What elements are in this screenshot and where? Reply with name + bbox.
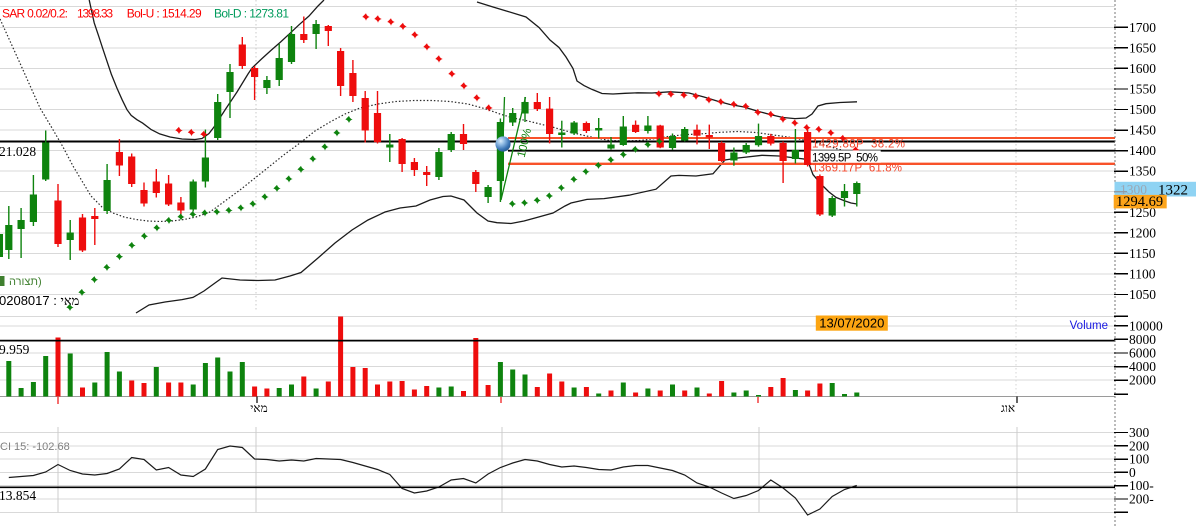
svg-text:1350: 1350 (1129, 164, 1156, 179)
svg-text:100: 100 (1129, 452, 1150, 467)
svg-text:SAR 0.02/0.2:: SAR 0.02/0.2: (2, 7, 68, 21)
svg-text:תצורה): תצורה) (9, 276, 42, 288)
svg-text:1700: 1700 (1129, 20, 1156, 35)
svg-text:1369.17P 61.8%: 1369.17P 61.8% (812, 163, 902, 175)
svg-text:200-: 200- (1129, 492, 1154, 507)
svg-text:6000: 6000 (1129, 346, 1156, 361)
svg-text:300: 300 (1129, 425, 1150, 440)
svg-text:8000: 8000 (1129, 332, 1156, 347)
svg-text:Bol-D : 1273.81: Bol-D : 1273.81 (214, 7, 289, 21)
svg-text:1050: 1050 (1129, 287, 1156, 302)
svg-text:0: 0 (1129, 465, 1136, 480)
svg-text:100-: 100- (1129, 478, 1154, 493)
svg-text:1150: 1150 (1129, 246, 1156, 261)
svg-text:200: 200 (1129, 438, 1150, 453)
svg-text:Bol-U : 1514.29: Bol-U : 1514.29 (127, 7, 202, 21)
svg-text:1250: 1250 (1129, 205, 1156, 220)
svg-text:1600: 1600 (1129, 61, 1156, 76)
svg-text:1400: 1400 (1129, 143, 1156, 158)
svg-text:1399.5P 50%: 1399.5P 50% (812, 153, 878, 165)
svg-text:1200: 1200 (1129, 225, 1156, 240)
svg-text:1294.69: 1294.69 (1116, 194, 1163, 210)
svg-text:2000: 2000 (1129, 373, 1156, 388)
svg-text:1398.33: 1398.33 (77, 7, 113, 21)
svg-text:21.028: 21.028 (0, 144, 36, 159)
svg-text:Volume: Volume (1070, 320, 1108, 332)
svg-text:0208017 : מאי: 0208017 : מאי (0, 293, 80, 308)
svg-text:9.959: 9.959 (0, 342, 30, 357)
svg-text:מאי: מאי (250, 401, 267, 415)
svg-text:אוג: אוג (1001, 401, 1015, 415)
svg-text:1650: 1650 (1129, 40, 1156, 55)
svg-text:1550: 1550 (1129, 82, 1156, 97)
svg-text:10000: 10000 (1129, 318, 1163, 333)
svg-text:1300: 1300 (1120, 182, 1147, 197)
svg-text:13/07/2020: 13/07/2020 (819, 315, 884, 330)
svg-text:CI 15: -102.68: CI 15: -102.68 (0, 441, 70, 453)
svg-text:1500: 1500 (1129, 102, 1156, 117)
svg-text:1429.88P 38.2%: 1429.88P 38.2% (812, 139, 905, 151)
svg-text:4000: 4000 (1129, 359, 1156, 374)
svg-text:13.854: 13.854 (0, 488, 36, 503)
svg-text:1322: 1322 (1158, 183, 1188, 199)
svg-text:1100: 1100 (1129, 266, 1156, 281)
svg-text:1450: 1450 (1129, 123, 1156, 138)
